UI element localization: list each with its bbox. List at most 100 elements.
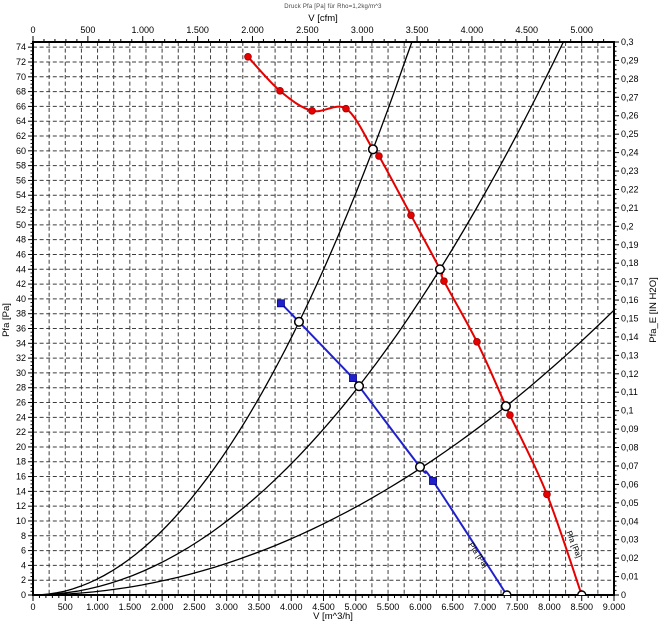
system-curve-3 [32, 309, 615, 596]
fan-curve-red-label: Pfa [Pa] [564, 529, 583, 559]
tick-label: 40 [16, 294, 26, 304]
tick-label: 24 [16, 412, 26, 422]
tick-label: 0,25 [621, 129, 639, 139]
tick-label: 2.000 [151, 602, 174, 612]
tick-label: 1.000 [131, 25, 154, 35]
tick-label: 0,05 [621, 498, 639, 508]
grid-lines [33, 42, 614, 595]
tick-label: 6 [21, 546, 26, 556]
tick-label: 46 [16, 249, 26, 259]
tick-label: 6.000 [409, 602, 432, 612]
operating-point [367, 144, 378, 155]
red-dot-marker [276, 87, 284, 95]
tick-label: 3.500 [248, 602, 271, 612]
tick-label: 0,14 [621, 332, 639, 342]
tick-label: 3.500 [406, 25, 429, 35]
tick-label: 0 [21, 590, 26, 600]
tick-label: 68 [16, 87, 26, 97]
tick-label: 2.000 [241, 25, 264, 35]
tick-label: 7.500 [506, 602, 529, 612]
tick-label: 5.000 [570, 25, 593, 35]
tick-label: 66 [16, 101, 26, 111]
fan-curve-red [247, 56, 583, 596]
tick-label: 58 [16, 161, 26, 171]
tick-label: 500 [58, 602, 73, 612]
tick-label: 4.500 [312, 602, 335, 612]
tick-label: 0,27 [621, 92, 639, 102]
red-dot-marker [440, 277, 448, 285]
fan-curve-red-end-marker [577, 590, 587, 596]
tick-label: 0,17 [621, 277, 639, 287]
red-dot-marker [473, 338, 481, 346]
operating-point [500, 401, 511, 412]
right-axis-label: Pfa_E [IN H2O] [648, 277, 659, 342]
tick-label: 62 [16, 131, 26, 141]
tick-label: 3.000 [351, 25, 374, 35]
operating-point [353, 381, 365, 392]
top-axis-label: V [cfm] [308, 13, 338, 24]
red-dot-marker [375, 152, 383, 160]
tick-label: 0,22 [621, 184, 639, 194]
tick-label: 44 [16, 264, 26, 274]
blue-square-marker [349, 374, 357, 382]
tick-label: 2 [21, 575, 26, 585]
tick-label: 0,26 [621, 111, 639, 121]
tick-label: 9.000 [603, 602, 626, 612]
tick-label: 36 [16, 323, 26, 333]
tick-label: 0,11 [621, 387, 638, 397]
tick-label: 0,3 [621, 37, 634, 47]
tick-label: 72 [16, 57, 26, 67]
tick-label: 0,29 [621, 55, 639, 65]
system-curve-2 [32, 41, 564, 596]
red-dot-marker [506, 411, 514, 419]
tick-label: 0,1 [621, 406, 634, 416]
tick-label: 0,16 [621, 295, 639, 305]
tick-label: 14 [16, 486, 26, 496]
tick-label: 26 [16, 398, 26, 408]
tick-label: 4.500 [516, 25, 539, 35]
fan-curve-blue-end-marker [502, 590, 512, 596]
tick-label: 18 [16, 457, 26, 467]
tick-label: 0,21 [621, 203, 639, 213]
blue-square-marker [277, 299, 285, 308]
tick-label: 30 [16, 368, 26, 378]
tick-label: 0,23 [621, 166, 639, 176]
tick-label: 60 [16, 146, 26, 156]
tick-label: 0,01 [621, 572, 639, 582]
tick-label: 2.500 [183, 602, 206, 612]
tick-label: 1.500 [119, 602, 142, 612]
tick-label: 0,04 [621, 516, 639, 526]
tick-label: 6.500 [441, 602, 464, 612]
tick-label: 10 [16, 516, 26, 526]
system-curve-1 [32, 41, 413, 596]
tick-label: 1.500 [186, 25, 209, 35]
tick-label: 4.000 [280, 602, 303, 612]
tick-label: 70 [16, 72, 26, 82]
tick-label: 0,2 [621, 221, 634, 231]
tick-label: 0 [30, 602, 35, 612]
operating-point [434, 264, 446, 275]
tick-label: 0,09 [621, 424, 639, 434]
tick-label: 2.500 [296, 25, 319, 35]
left-axis-label: Pfa [Pa] [1, 303, 12, 337]
tick-label: 12 [16, 501, 26, 511]
tick-label: 38 [16, 309, 26, 319]
tick-label: 7.000 [474, 602, 497, 612]
tick-label: 0,02 [621, 553, 639, 563]
tick-label: 22 [16, 427, 26, 437]
red-dot-marker [244, 53, 252, 61]
tick-label: 500 [80, 25, 95, 35]
tick-label: 0,15 [621, 314, 639, 324]
tick-label: 42 [16, 279, 26, 289]
operating-points [293, 144, 511, 472]
blue-square-marker [429, 477, 437, 485]
tick-label: 74 [16, 42, 26, 52]
tick-label: 8.000 [538, 602, 561, 612]
tick-label: 3.000 [215, 602, 238, 612]
tick-label: 5.000 [345, 602, 368, 612]
operating-point [414, 461, 426, 472]
tick-label: 48 [16, 235, 26, 245]
bottom-axis-label: V [m^3/h] [313, 611, 353, 622]
tick-label: 0,28 [621, 74, 639, 84]
